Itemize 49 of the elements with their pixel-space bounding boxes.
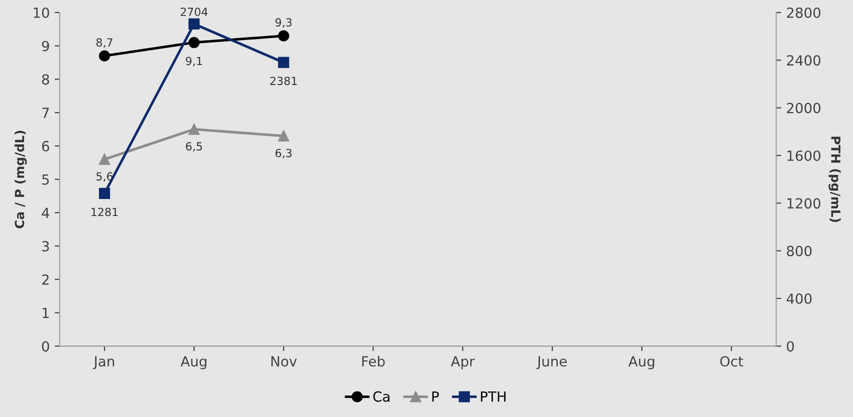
x-tick-label: Oct xyxy=(720,356,744,367)
data-label: 9,1 xyxy=(186,56,202,66)
data-label: 1281 xyxy=(92,208,118,216)
point xyxy=(98,188,110,200)
y2-axis-title: PTH (pg/mL) xyxy=(828,136,841,222)
x-tick-label: Feb xyxy=(362,356,385,367)
point xyxy=(188,124,200,135)
point xyxy=(278,130,290,142)
point xyxy=(188,36,200,48)
x-tick-label: Jan xyxy=(93,356,114,370)
data-label: 6,5 xyxy=(186,142,202,152)
y2-tick-label: 2400 xyxy=(786,55,820,66)
x-tick-label: Apr xyxy=(450,356,475,370)
y-tick-label: 1 xyxy=(42,308,49,318)
point xyxy=(278,56,290,68)
data-label: 2704 xyxy=(180,8,208,16)
y-tick-label: 3 xyxy=(42,241,49,252)
point xyxy=(98,50,110,62)
y2-tick-label: 0 xyxy=(786,341,794,352)
x-tick-label: June xyxy=(536,356,567,370)
y-tick-label: 8 xyxy=(42,74,50,85)
point xyxy=(188,18,200,30)
x-tick-label: Nov xyxy=(271,356,297,367)
y-axis-title: Ca / P (mg/dL) xyxy=(14,130,27,228)
y-tick-label: 4 xyxy=(42,208,50,218)
y2-tick-label: 400 xyxy=(786,293,812,304)
point xyxy=(278,30,290,42)
y-tick-label: 9 xyxy=(42,40,50,52)
y-tick-label: 10 xyxy=(34,7,50,18)
y2-tick-label: 1600 xyxy=(787,150,820,161)
point xyxy=(98,154,110,165)
y-tick-label: 6 xyxy=(42,140,50,152)
y2-tick-label: 1200 xyxy=(787,198,820,209)
legend-label: PTH xyxy=(480,391,506,402)
data-label: 8,7 xyxy=(96,38,112,48)
data-label: 6,3 xyxy=(276,148,292,158)
legend-label: Ca xyxy=(373,391,390,402)
y-tick-label: 5 xyxy=(42,174,49,185)
data-label: 2381 xyxy=(270,76,297,86)
y2-tick-label: 2800 xyxy=(786,7,820,18)
y2-tick-label: 2000 xyxy=(786,102,820,114)
y-tick-label: 0 xyxy=(42,341,50,352)
y-tick-label: 2 xyxy=(42,274,49,285)
y-tick-label: 7 xyxy=(42,108,49,118)
legend-label: P xyxy=(432,391,439,402)
y2-tick-label: 800 xyxy=(786,246,812,256)
data-label: 9,3 xyxy=(275,18,292,28)
x-tick-label: Aug xyxy=(180,356,206,370)
x-tick-label: Aug xyxy=(628,356,654,370)
